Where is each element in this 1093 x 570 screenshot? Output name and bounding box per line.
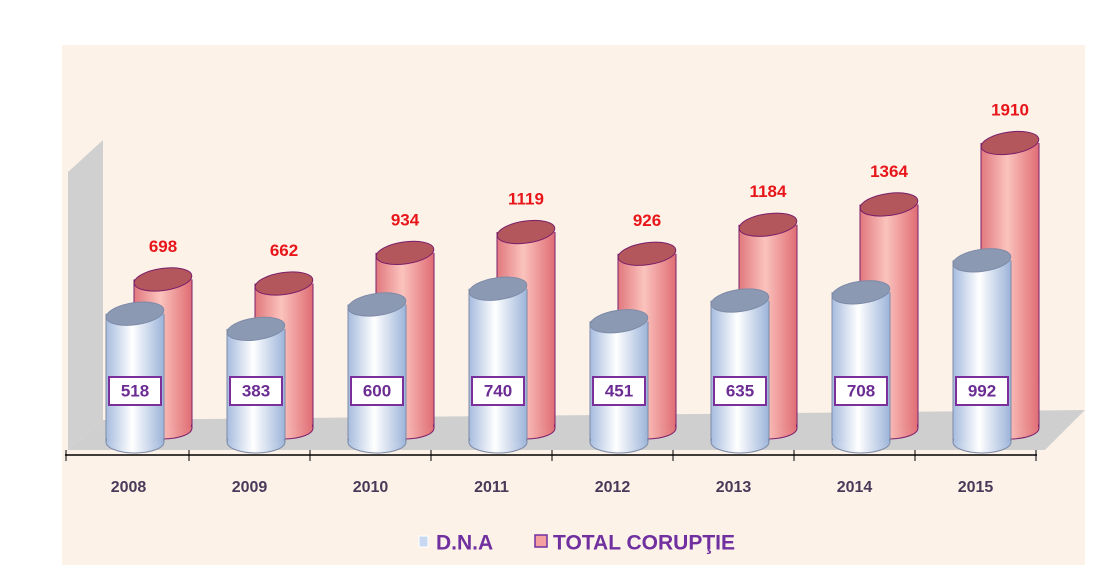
value-label-box: [108, 376, 162, 406]
value-label: 698: [149, 237, 177, 256]
value-label: 1364: [870, 162, 908, 181]
cylinder-top: [347, 292, 407, 317]
cylinder-top: [226, 316, 286, 342]
x-tick-label: 2011: [474, 479, 509, 496]
x-tick-label: 2013: [716, 479, 752, 496]
cylinder: [347, 292, 407, 454]
value-label-box: [350, 376, 404, 406]
value-label: 518: [121, 381, 149, 400]
cylinder-body: [712, 300, 768, 442]
cylinder-top: [468, 276, 528, 301]
value-label: 740: [484, 381, 512, 400]
cylinder-top: [617, 241, 677, 266]
cylinder-top: [105, 301, 165, 326]
value-label: 1184: [750, 182, 787, 201]
value-label-box: [229, 376, 283, 406]
cylinder: [710, 288, 770, 454]
value-label: 383: [242, 381, 270, 400]
value-label: 600: [363, 381, 391, 400]
x-tick-label: 2012: [595, 479, 631, 496]
value-label: 708: [847, 381, 875, 400]
cylinder-body: [349, 304, 405, 442]
value-label-box: [471, 376, 525, 406]
value-label-box: [592, 376, 646, 406]
cylinder-body: [954, 260, 1010, 442]
legend-label: TOTAL CORUPŢIE: [553, 532, 735, 555]
cylinder-body: [833, 292, 889, 442]
cylinder-top: [859, 192, 919, 217]
cylinder-top: [254, 271, 314, 296]
cylinder-top: [831, 280, 891, 305]
legend-swatch: [534, 534, 548, 548]
value-label-box: [713, 376, 767, 406]
plot-background: [62, 45, 1085, 565]
cylinder-top: [375, 240, 435, 265]
legend: D.N.A TOTAL CORUPŢIE: [418, 532, 735, 555]
back-wall: [68, 140, 103, 450]
floor: [68, 410, 1085, 450]
value-label: 635: [726, 381, 754, 400]
cylinder: [468, 276, 528, 454]
x-tick-label: 2014: [837, 479, 873, 496]
legend-swatch: [418, 535, 429, 548]
cylinder: [952, 248, 1012, 454]
x-tick-label: 2008: [111, 479, 147, 496]
cylinder-top: [980, 130, 1040, 156]
cylinder-top: [133, 267, 193, 292]
value-label: 451: [605, 381, 633, 400]
legend-label: D.N.A: [436, 532, 493, 555]
value-label: 1910: [991, 100, 1029, 119]
value-label: 926: [633, 211, 661, 230]
x-tick-label: 2015: [958, 479, 994, 496]
value-label: 662: [270, 241, 298, 260]
cylinder: [105, 301, 165, 454]
cylinder-top: [710, 288, 770, 313]
x-tick-label: 2009: [232, 479, 268, 496]
value-label-box: [955, 376, 1009, 406]
cylinder-top: [589, 309, 649, 334]
value-label: 992: [968, 381, 996, 400]
value-label-box: [834, 376, 888, 406]
cylinder-top: [738, 212, 798, 237]
value-label: 934: [391, 210, 420, 229]
cylinder-body: [470, 288, 526, 442]
value-label: 1119: [508, 190, 544, 209]
cylinder-top: [952, 248, 1012, 273]
cylinder-top: [496, 219, 556, 245]
x-tick-label: 2010: [353, 479, 389, 496]
cylinder: [831, 280, 891, 454]
